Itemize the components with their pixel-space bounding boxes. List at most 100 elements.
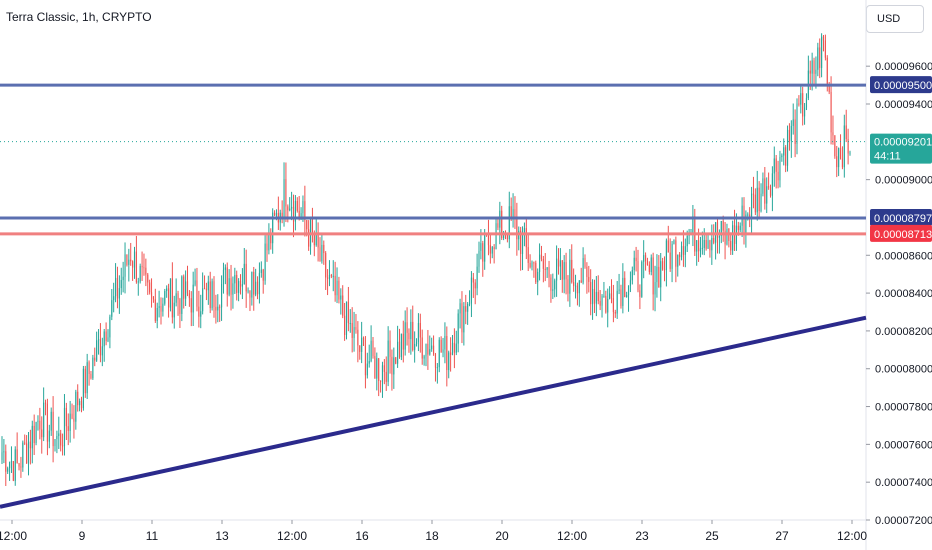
candle-body (786, 129, 789, 166)
candle-body (7, 468, 9, 472)
candle (559, 248, 561, 281)
candle (673, 239, 675, 245)
candle (113, 282, 115, 313)
candle-body (113, 296, 115, 301)
candle (397, 325, 399, 368)
candle (101, 337, 103, 367)
trendlines[interactable] (0, 315, 867, 509)
candle-body (183, 276, 185, 299)
candle (5, 444, 7, 487)
candle (798, 95, 800, 107)
candle (16, 432, 18, 464)
candle-body (626, 295, 628, 298)
candle-body (491, 247, 493, 254)
candle-body (542, 259, 544, 269)
candle-body (181, 276, 183, 314)
candle (298, 196, 300, 221)
candle-body (234, 274, 236, 284)
candle-body (398, 341, 401, 358)
candle (467, 302, 469, 325)
candle (147, 272, 149, 295)
candle-body (1, 452, 3, 460)
candle (699, 236, 702, 258)
candle-body (304, 201, 306, 221)
candle-body (601, 295, 603, 306)
candle (3, 438, 5, 464)
candle-body (684, 246, 686, 255)
candle (565, 252, 567, 295)
candle-body (44, 402, 47, 404)
candle-body (171, 278, 173, 318)
candle-body (16, 449, 18, 464)
candle (75, 389, 77, 430)
candle-body (590, 281, 592, 305)
candle (663, 256, 666, 282)
candle (130, 242, 132, 266)
candle (207, 275, 209, 305)
current-price-tag: 0.000092012 44:11 (870, 133, 932, 164)
trendline[interactable] (0, 315, 867, 509)
candle-body (101, 346, 103, 356)
candle (635, 246, 637, 272)
candle-body (154, 299, 156, 321)
candle-body (567, 279, 569, 294)
horizontal-lines[interactable] (0, 83, 866, 236)
candle (378, 357, 380, 397)
candle (654, 265, 656, 312)
candle (289, 197, 291, 212)
candle-body (79, 401, 81, 406)
candle-body (768, 186, 770, 188)
candle-body (841, 158, 843, 168)
candle-body (546, 267, 548, 270)
time-axis[interactable]: 12:00 9 11 13 12:00 16 18 20 12:00 23 25 27 12:00 (0, 520, 867, 543)
candle-body (679, 254, 681, 258)
candle-body (548, 267, 550, 278)
candle-body (202, 288, 204, 312)
candle-body (272, 212, 274, 244)
candle (516, 202, 518, 256)
candle (489, 233, 491, 264)
candle (126, 254, 128, 267)
candle (569, 249, 571, 307)
candle (531, 260, 533, 271)
candle-body (215, 306, 217, 311)
candle-body (521, 234, 524, 254)
candle (525, 218, 527, 260)
candle-body (158, 306, 160, 308)
candle-body (415, 341, 418, 345)
candle-body (779, 157, 781, 181)
candle-body (368, 361, 370, 364)
candle (677, 254, 679, 277)
candle (327, 269, 329, 296)
candle (508, 191, 510, 249)
candle-body (756, 187, 758, 213)
candle-body (610, 293, 613, 298)
candle-body (33, 425, 35, 443)
candle-body (380, 381, 382, 383)
candle-body (289, 208, 291, 211)
candle (408, 328, 410, 353)
candle-body (417, 323, 419, 342)
candle-body (737, 225, 739, 231)
candle (769, 184, 772, 198)
candle-body (313, 233, 315, 246)
candle-body (429, 349, 431, 355)
candle-body (603, 295, 605, 297)
candle-body (145, 267, 147, 275)
candle (556, 245, 558, 297)
candle-body (716, 222, 719, 238)
candle-body (124, 254, 126, 277)
candle (238, 278, 240, 302)
candle-body (569, 259, 571, 294)
candle-body (245, 263, 247, 292)
currency-selector[interactable]: USD (866, 5, 924, 33)
candle-body (525, 228, 527, 248)
candle (198, 290, 200, 328)
candle (648, 261, 650, 275)
candle-body (86, 362, 88, 394)
candle-body (238, 281, 240, 293)
candle (762, 172, 764, 197)
